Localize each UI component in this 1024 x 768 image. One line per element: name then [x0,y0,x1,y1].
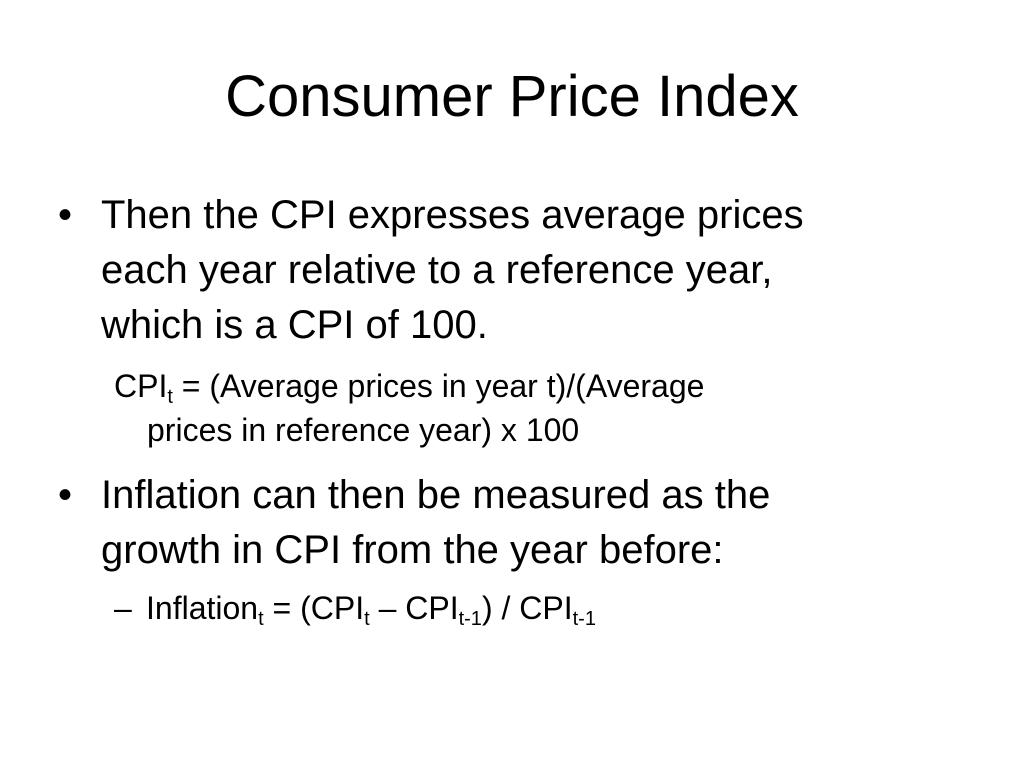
cpi-formula: CPIt = (Average prices in year t)/(Avera… [114,364,704,452]
bullet-line: growth in CPI from the year before: [101,528,724,572]
slide-title: Consumer Price Index [225,64,799,129]
inflation-part: = (CPI [263,590,365,626]
bullet-line: which is a CPI of 100. [101,303,488,347]
inflation-subscript: t-1 [572,608,596,630]
bullet-line: Inflation can then be measured as the [101,473,771,517]
bullet-marker: • [58,473,73,517]
cpi-formula-line-2: prices in reference year) x 100 [147,412,580,448]
inflation-subscript: t [258,608,264,630]
cpi-formula-base: CPI [114,368,168,404]
bullet-text: Then the CPI expresses average prices ea… [101,188,804,353]
bullet-line: each year relative to a reference year, [101,248,773,292]
inflation-part: ) / CPI [481,590,573,626]
bullet-text: Inflation can then be measured as the gr… [101,468,770,578]
sub-bullet-dash: – [114,590,132,626]
inflation-subscript: t [364,608,370,630]
inflation-subscript: t-1 [458,608,482,630]
cpi-formula-rest: = (Average prices in year t)/(Average [172,368,705,404]
bullet-line: Then the CPI expresses average prices [101,193,804,237]
inflation-part: – CPI [369,590,459,626]
inflation-formula: – Inflationt = (CPIt – CPIt-1) / CPIt-1 [114,586,596,630]
inflation-part: Inflation [146,590,259,626]
cpi-formula-line-1: CPIt = (Average prices in year t)/(Avera… [114,364,704,408]
bullet-marker: • [58,193,73,237]
cpi-formula-subscript: t [167,386,173,408]
